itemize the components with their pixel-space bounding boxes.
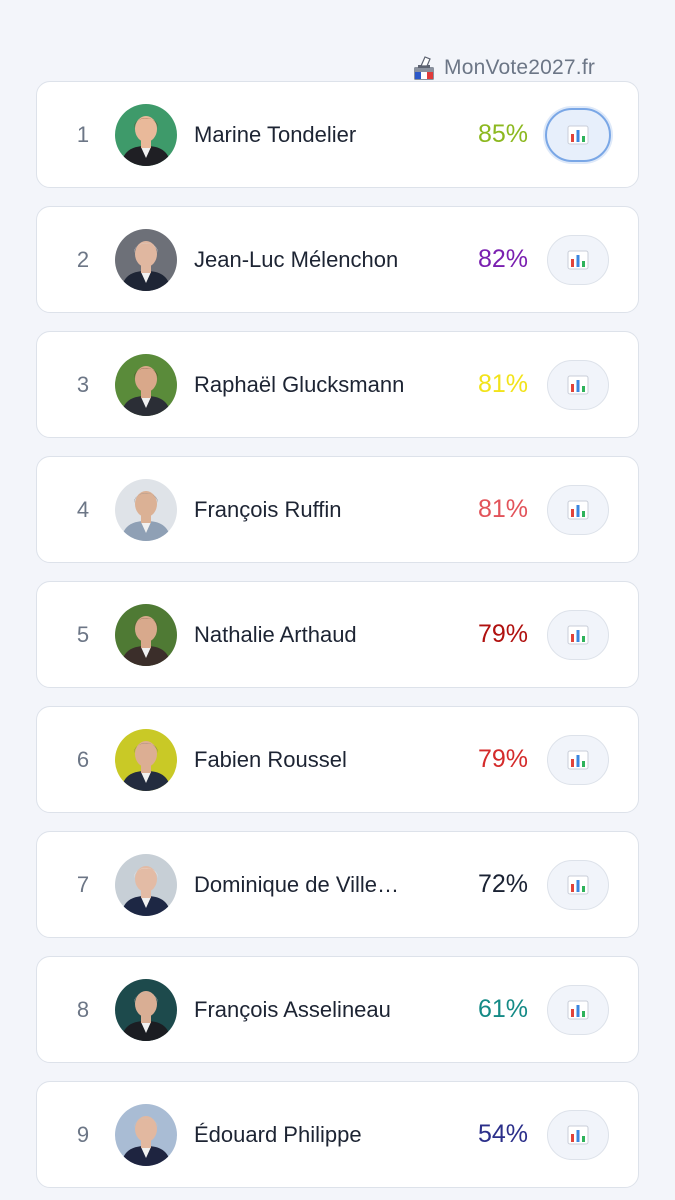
stats-button[interactable] — [547, 484, 609, 535]
candidate-row[interactable]: 7 Dominique de Ville… 72% — [36, 831, 639, 938]
candidate-rank: 1 — [76, 121, 90, 147]
candidate-avatar — [115, 978, 177, 1041]
candidate-score: 72% — [477, 870, 528, 898]
candidate-name: Raphaël Glucksmann — [194, 371, 405, 397]
candidate-avatar — [115, 353, 177, 416]
candidate-score: 79% — [477, 745, 528, 773]
candidate-rank: 2 — [76, 246, 90, 272]
candidate-rank: 4 — [76, 496, 90, 522]
bar-chart-icon — [567, 500, 589, 520]
candidate-rank: 3 — [76, 371, 90, 397]
candidate-row[interactable]: 9 Édouard Philippe 54% — [36, 1081, 639, 1188]
candidate-avatar — [115, 478, 177, 541]
bar-chart-icon — [567, 250, 589, 270]
candidate-score: 81% — [477, 495, 528, 523]
candidate-score: 82% — [477, 245, 528, 273]
candidate-row[interactable]: 5 Nathalie Arthaud 79% — [36, 581, 639, 688]
candidate-rank: 7 — [76, 871, 90, 897]
candidate-score: 79% — [477, 620, 528, 648]
bar-chart-icon — [567, 375, 589, 395]
candidate-avatar — [115, 228, 177, 291]
candidate-score: 81% — [477, 370, 528, 398]
candidate-row[interactable]: 2 Jean-Luc Mélenchon 82% — [36, 206, 639, 313]
stats-button[interactable] — [547, 234, 609, 285]
candidate-avatar — [115, 1103, 177, 1166]
brand-label: MonVote2027.fr — [444, 56, 596, 79]
candidate-row[interactable]: 4 François Ruffin 81% — [36, 456, 639, 563]
stats-button[interactable] — [547, 359, 609, 410]
candidate-row[interactable]: 6 Fabien Roussel 79% — [36, 706, 639, 813]
candidate-rank: 5 — [76, 621, 90, 647]
candidate-avatar — [115, 603, 177, 666]
bar-chart-icon — [567, 1125, 589, 1145]
candidate-name: François Asselineau — [194, 996, 391, 1022]
bar-chart-icon — [567, 625, 589, 645]
stats-button[interactable] — [547, 984, 609, 1035]
candidate-name: Jean-Luc Mélenchon — [194, 246, 399, 272]
candidate-score: 85% — [477, 120, 528, 148]
candidate-avatar — [115, 103, 177, 166]
stats-button[interactable] — [547, 1109, 609, 1160]
stats-button[interactable] — [547, 734, 609, 785]
candidate-name: Marine Tondelier — [194, 121, 357, 147]
candidate-row[interactable]: 1 Marine Tondelier 85% — [36, 81, 639, 188]
candidate-score: 61% — [477, 995, 528, 1023]
candidate-avatar — [115, 728, 177, 791]
candidate-rank: 6 — [76, 746, 90, 772]
candidate-name: Nathalie Arthaud — [194, 621, 357, 647]
candidate-name: Fabien Roussel — [194, 746, 347, 772]
candidate-score: 54% — [477, 1120, 528, 1148]
candidate-avatar — [115, 853, 177, 916]
candidate-row[interactable]: 3 Raphaël Glucksmann 81% — [36, 331, 639, 438]
brand-header[interactable]: MonVote2027.fr — [412, 54, 595, 82]
bar-chart-icon — [567, 875, 589, 895]
candidate-name: Dominique de Ville… — [194, 871, 400, 897]
candidate-rank: 9 — [76, 1121, 90, 1147]
ballot-box-icon — [412, 55, 436, 81]
bar-chart-icon — [567, 750, 589, 770]
candidate-name: François Ruffin — [194, 496, 342, 522]
candidate-name: Édouard Philippe — [194, 1121, 362, 1147]
candidate-row[interactable]: 8 François Asselineau 61% — [36, 956, 639, 1063]
stats-button[interactable] — [547, 609, 609, 660]
bar-chart-icon — [567, 125, 589, 145]
stats-button[interactable] — [545, 107, 611, 162]
stats-button[interactable] — [547, 859, 609, 910]
bar-chart-icon — [567, 1000, 589, 1020]
candidate-rank: 8 — [76, 996, 90, 1022]
candidate-list: 1 Marine Tondelier 85% 2 Jean-Luc Mélenchon 8… — [36, 81, 639, 1200]
